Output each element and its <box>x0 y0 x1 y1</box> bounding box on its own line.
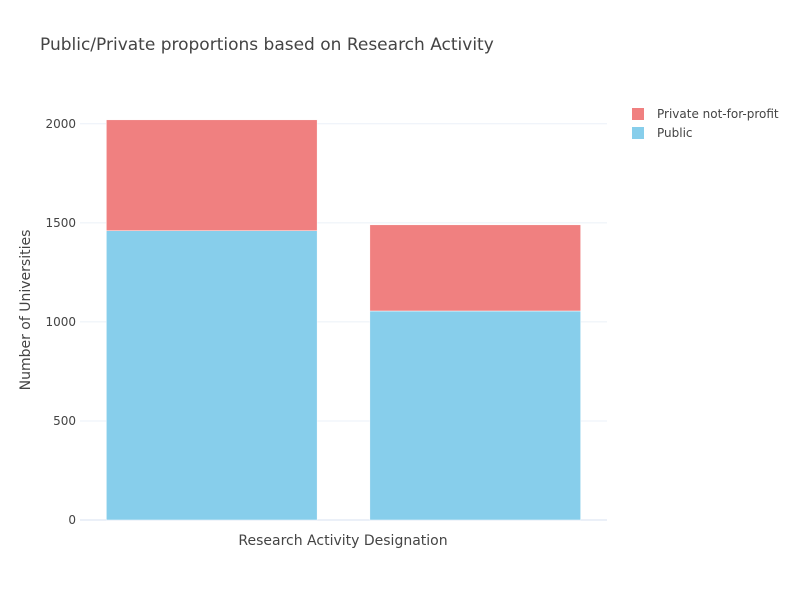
legend-label-public[interactable]: Public <box>657 126 693 140</box>
legend[interactable]: Private not-for-profit Public <box>632 107 779 140</box>
y-axis-ticks: 0 500 1000 1500 2000 <box>45 117 76 527</box>
y-tick-label: 500 <box>53 414 76 428</box>
y-tick-label: 2000 <box>45 117 76 131</box>
bar-public[interactable] <box>369 310 581 521</box>
y-tick-label: 0 <box>68 513 76 527</box>
bar-private-not-for-profit[interactable] <box>106 119 318 232</box>
legend-label-private-not-for-profit[interactable]: Private not-for-profit <box>657 107 779 121</box>
y-tick-label: 1500 <box>45 216 76 230</box>
x-axis-title: Research Activity Designation <box>238 533 447 549</box>
y-axis-title: Number of Universities <box>18 230 34 391</box>
y-tick-label: 1000 <box>45 315 76 329</box>
legend-swatch-public[interactable] <box>632 127 644 139</box>
legend-swatch-private-not-for-profit[interactable] <box>632 108 644 120</box>
chart-title: Public/Private proportions based on Rese… <box>40 35 494 55</box>
bar-private-not-for-profit[interactable] <box>369 224 581 312</box>
bar-public[interactable] <box>106 230 318 521</box>
bars <box>106 119 581 521</box>
